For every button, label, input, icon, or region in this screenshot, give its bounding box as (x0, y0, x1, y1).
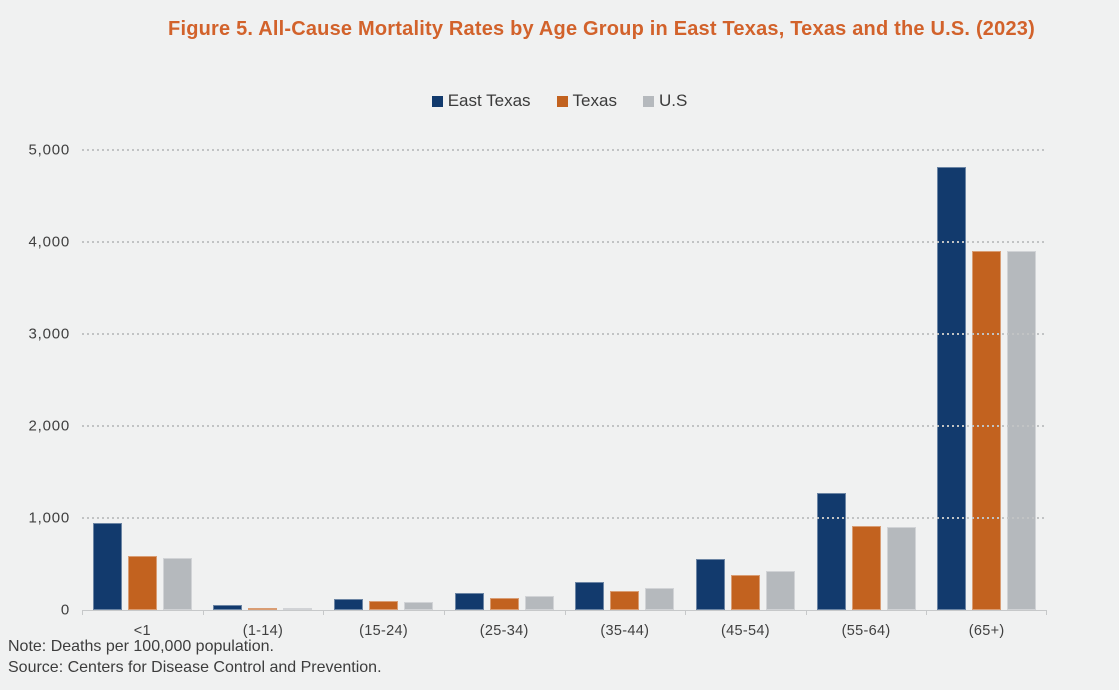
legend-swatch-texas (556, 95, 568, 107)
x-tick-label-55-64: (55-64) (841, 623, 891, 639)
chart-legend: East Texas Texas U.S (0, 91, 1119, 111)
legend-swatch-u-s (642, 95, 654, 107)
bar-group-35-44: (35-44) (565, 150, 686, 639)
plot-area: <1 (1-14) (15-24) (25-34) (35-44) (45-54) (55-… (82, 149, 1047, 639)
bar-group-55-64: (55-64) (806, 150, 927, 639)
x-tick-label-25-34: (25-34) (479, 623, 529, 639)
bar-group-65: (65+) (926, 150, 1047, 639)
bar-texas-35-44 (610, 590, 640, 610)
bar-texas-55-64 (851, 526, 881, 610)
gridline-2000 (82, 425, 1047, 427)
gridline-5000 (82, 149, 1047, 151)
legend-label-u-s: U.S (658, 91, 688, 110)
y-axis: 0 1,000 2,000 3,000 4,000 5,000 (0, 142, 70, 619)
bar-groups: <1 (1-14) (15-24) (25-34) (35-44) (45-54) (55-… (82, 150, 1047, 639)
bar-texas-25-34 (489, 597, 519, 610)
bar-east-texas-35-44 (575, 582, 605, 610)
figure-title: Figure 5. All-Cause Mortality Rates by A… (168, 18, 1035, 40)
bar-u-s-25-34 (524, 595, 554, 610)
x-tick-label-45-54: (45-54) (721, 623, 770, 639)
y-tick-label-1-000: 1,000 (28, 509, 70, 527)
legend-swatch-east-texas (431, 95, 443, 107)
gridline-3000 (82, 333, 1047, 335)
y-tick-label-3-000: 3,000 (28, 325, 70, 343)
x-tick-label-15-24: (15-24) (359, 623, 408, 639)
x-axis-tick (685, 610, 687, 615)
bar-group-25-34: (25-34) (444, 150, 565, 639)
bar-u-s-35-44 (645, 587, 675, 610)
x-axis-tick (202, 610, 204, 615)
legend-label-texas: Texas (572, 91, 617, 110)
x-axis-tick (323, 610, 325, 615)
bar-texas-65 (972, 251, 1002, 610)
bar-u-s-1 (162, 558, 192, 610)
y-tick-label-5-000: 5,000 (28, 141, 70, 159)
bar-u-s-15-24 (404, 602, 434, 610)
bar-east-texas-45-54 (695, 559, 725, 610)
y-tick-label-4-000: 4,000 (28, 233, 70, 251)
bar-east-texas-25-34 (454, 592, 484, 610)
bar-group-1: <1 (82, 150, 203, 639)
bar-group-45-54: (45-54) (685, 150, 806, 639)
chart-note: Note: Deaths per 100,000 population. (8, 638, 274, 655)
bar-texas-1 (127, 555, 157, 610)
bar-u-s-65 (1007, 251, 1037, 610)
x-axis-tick (805, 610, 807, 615)
bar-east-texas-1-14 (213, 605, 243, 610)
bar-u-s-45-54 (765, 571, 795, 610)
bar-group-1-14: (1-14) (203, 150, 324, 639)
x-axis-tick (443, 610, 445, 615)
bar-east-texas-1 (92, 522, 122, 610)
x-axis-tick (926, 610, 928, 615)
bar-texas-15-24 (369, 601, 399, 610)
x-tick-label-35-44: (35-44) (600, 623, 650, 639)
bar-u-s-1-14 (283, 608, 313, 610)
legend-item-u-s: U.S (642, 91, 688, 111)
bar-texas-45-54 (730, 574, 760, 610)
y-tick-label-2-000: 2,000 (28, 417, 70, 435)
legend-item-east-texas: East Texas (431, 91, 531, 111)
bar-texas-1-14 (248, 607, 278, 610)
gridline-4000 (82, 241, 1047, 243)
y-tick-label-0: 0 (60, 601, 70, 619)
legend-label-east-texas: East Texas (447, 91, 531, 110)
x-tick-label-1-14: (1-14) (242, 623, 284, 639)
bar-east-texas-15-24 (334, 598, 364, 610)
bar-group-15-24: (15-24) (323, 150, 444, 639)
gridline-1000 (82, 517, 1047, 519)
x-tick-label-65: (65+) (968, 623, 1005, 639)
x-axis-tick (564, 610, 566, 615)
bar-u-s-55-64 (886, 526, 916, 610)
x-axis-tick (1046, 610, 1047, 615)
bar-east-texas-65 (937, 166, 967, 610)
chart-source: Source: Centers for Disease Control and … (8, 659, 382, 676)
legend-item-texas: Texas (556, 91, 617, 111)
x-axis-tick (82, 610, 83, 615)
x-tick-label-1: <1 (133, 623, 151, 639)
bar-east-texas-55-64 (816, 493, 846, 610)
